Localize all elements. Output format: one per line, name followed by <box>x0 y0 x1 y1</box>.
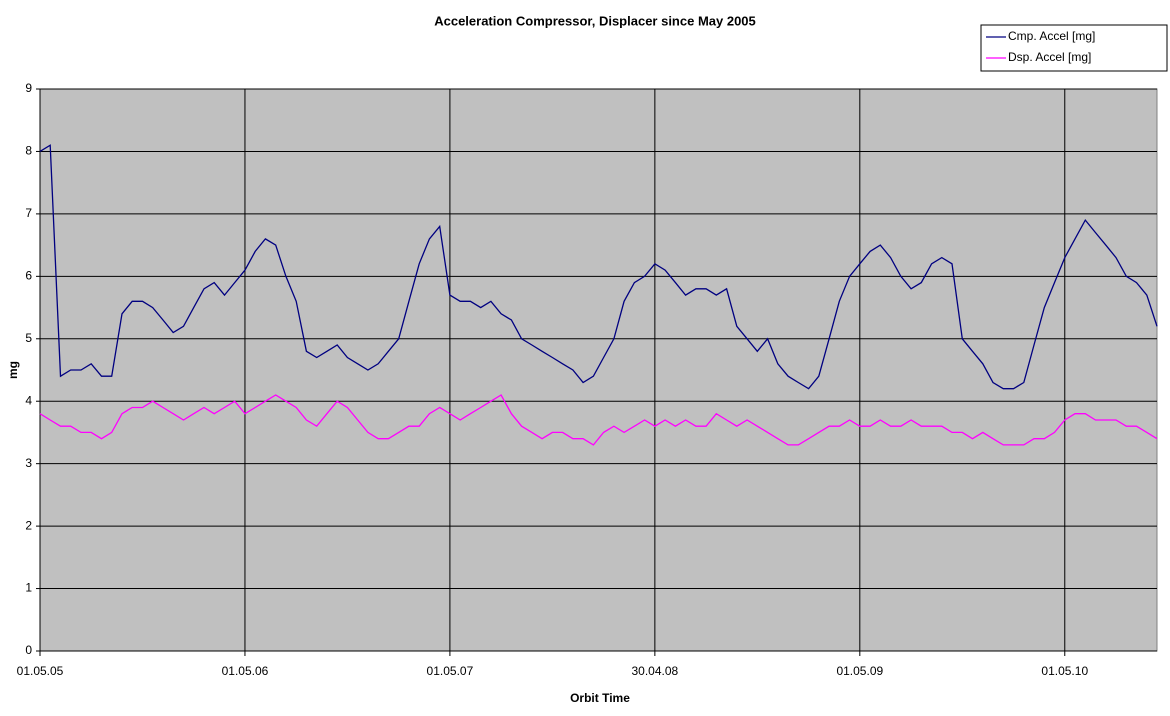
y-tick-label: 4 <box>25 393 32 407</box>
data-line <box>39 394 1158 446</box>
chart-title: Acceleration Compressor, Displacer since… <box>434 13 756 28</box>
legend-label: Cmp. Accel [mg] <box>1008 29 1095 43</box>
x-axis-title: Orbit Time <box>570 691 630 705</box>
x-tick-label: 01.05.06 <box>222 664 269 678</box>
legend-box <box>980 24 1168 72</box>
x-tick-label: 01.05.05 <box>17 664 64 678</box>
y-axis-title: mg <box>6 361 20 379</box>
legend-label: Dsp. Accel [mg] <box>1008 50 1091 64</box>
y-tick-label: 0 <box>25 643 32 657</box>
x-tick-label: 01.05.09 <box>836 664 883 678</box>
y-tick-label: 8 <box>25 144 32 158</box>
y-tick-label: 2 <box>25 518 32 532</box>
x-tick-label: 01.05.07 <box>427 664 474 678</box>
y-tick-label: 1 <box>25 581 32 595</box>
data-line <box>39 144 1158 390</box>
plot-area <box>39 88 1158 652</box>
y-tick-label: 5 <box>25 331 32 345</box>
x-tick-label: 01.05.10 <box>1041 664 1088 678</box>
y-tick-label: 7 <box>25 206 32 220</box>
y-tick-label: 9 <box>25 81 32 95</box>
y-tick-label: 6 <box>25 269 32 283</box>
y-tick-label: 3 <box>25 456 32 470</box>
x-tick-label: 30.04.08 <box>632 664 679 678</box>
